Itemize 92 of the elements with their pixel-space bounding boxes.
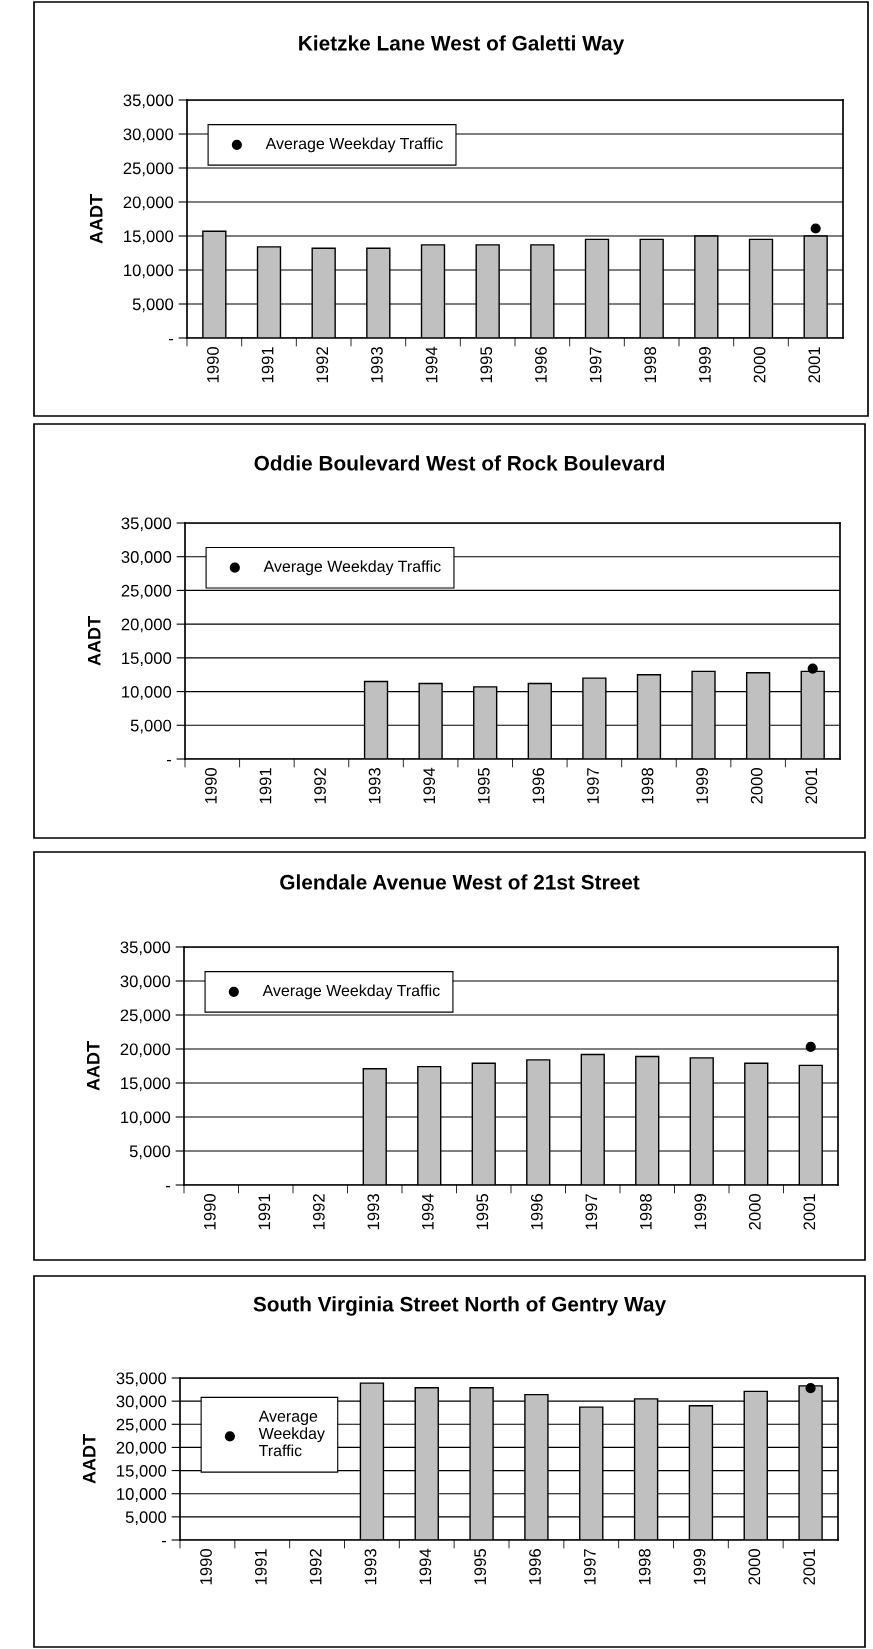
x-tick-label: 1998 xyxy=(641,768,654,804)
y-axis-title: AADT xyxy=(90,194,103,244)
y-tick-label: 10,000 xyxy=(124,264,174,279)
x-tick-label: 2001 xyxy=(805,768,818,804)
y-tick-label: 35,000 xyxy=(116,1372,167,1387)
x-tick-label: 1993 xyxy=(368,768,381,804)
x-tick-label: 1999 xyxy=(696,768,709,804)
x-tick-label: 1999 xyxy=(694,1194,707,1230)
x-tick-label: 1993 xyxy=(367,1194,380,1230)
x-tick-label: 1991 xyxy=(258,1194,271,1230)
x-tick-label: 1997 xyxy=(585,1194,598,1230)
y-tick-label: 5,000 xyxy=(129,1145,171,1160)
x-tick-label: 1993 xyxy=(364,1549,377,1585)
x-tick-label: 2000 xyxy=(748,1548,761,1585)
x-tick-label: 1999 xyxy=(699,347,711,383)
chart-title: Kietzke Lane West of Galetti Way xyxy=(299,35,625,55)
y-tick-label: 10,000 xyxy=(117,1488,167,1502)
x-tick-label: 1991 xyxy=(259,768,272,804)
y-tick-label: 20,000 xyxy=(116,1441,167,1456)
x-tick-label: 1995 xyxy=(477,768,490,804)
y-tick-label: 15,000 xyxy=(117,1464,167,1479)
y-tick-label: 10,000 xyxy=(121,1111,171,1126)
y-tick-label: 20,000 xyxy=(121,618,172,633)
x-tick-label: 2000 xyxy=(753,346,766,383)
y-tick-label: 15,000 xyxy=(124,230,174,245)
x-tick-label: 1993 xyxy=(371,347,383,383)
x-tick-label: 2001 xyxy=(803,1549,816,1585)
x-tick-label: 1998 xyxy=(638,1549,651,1585)
x-tick-label: 1997 xyxy=(583,1549,596,1585)
legend-label: Average Weekday Traffic xyxy=(265,137,443,153)
x-tick-label: 1999 xyxy=(693,1549,706,1585)
x-tick-label: 1995 xyxy=(476,1194,489,1230)
x-tick-label: 1990 xyxy=(203,1193,216,1230)
chart-title: Glendale Avenue West of 21st Street xyxy=(280,874,640,890)
y-tick-label: - xyxy=(166,1185,171,1188)
y-tick-label: 35,000 xyxy=(121,517,172,532)
y-tick-label: 30,000 xyxy=(120,975,171,990)
y-tick-label: 30,000 xyxy=(123,128,174,143)
chart-title: South Virginia Street North of Gentry Way xyxy=(253,1296,667,1316)
x-tick-label: 1994 xyxy=(419,1548,432,1585)
y-tick-label: 15,000 xyxy=(122,652,172,667)
x-tick-label: 1996 xyxy=(529,1549,541,1585)
x-tick-label: 1990 xyxy=(204,767,217,804)
x-tick-label: 1991 xyxy=(261,347,274,383)
x-tick-label: 1998 xyxy=(639,1194,652,1230)
y-tick-label: 5,000 xyxy=(130,719,172,734)
x-tick-label: 1997 xyxy=(589,347,602,383)
x-tick-label: 1997 xyxy=(587,768,599,804)
x-tick-label: 2001 xyxy=(803,1194,816,1230)
x-tick-label: 1995 xyxy=(474,1549,487,1585)
y-tick-label: 10,000 xyxy=(122,685,172,700)
x-tick-label: 1990 xyxy=(200,1548,212,1585)
x-tick-label: 1998 xyxy=(644,347,657,383)
y-tick-label: 35,000 xyxy=(123,94,174,109)
y-tick-label: 25,000 xyxy=(120,1009,171,1024)
y-axis-title: AADT xyxy=(83,1434,96,1484)
x-tick-label: 2000 xyxy=(750,767,763,804)
x-tick-label: 2000 xyxy=(748,1193,761,1230)
x-tick-label: 1994 xyxy=(421,1193,434,1230)
x-tick-label: 1996 xyxy=(535,347,547,383)
y-tick-label: 20,000 xyxy=(120,1043,171,1058)
y-tick-label: - xyxy=(167,759,172,762)
y-tick-label: 5,000 xyxy=(125,1511,167,1526)
y-tick-label: 35,000 xyxy=(120,941,171,956)
legend-label: Average Weekday Traffic xyxy=(258,1410,325,1457)
legend-label: Average Weekday Traffic xyxy=(263,560,441,576)
x-tick-label: 1992 xyxy=(314,768,326,804)
x-tick-label: 1992 xyxy=(312,1194,325,1230)
y-tick-label: 25,000 xyxy=(123,162,174,177)
x-tick-label: 1995 xyxy=(480,347,493,383)
legend-label: Average Weekday Traffic xyxy=(262,984,440,1000)
x-tick-label: 1991 xyxy=(254,1549,267,1585)
y-tick-label: 5,000 xyxy=(132,298,174,313)
chart-title: Oddie Boulevard West of Rock Boulevard xyxy=(254,455,665,471)
x-tick-label: 1992 xyxy=(316,347,329,383)
x-tick-label: 1992 xyxy=(309,1549,322,1585)
y-tick-label: - xyxy=(169,338,174,341)
y-axis-title: AADT xyxy=(88,616,101,666)
x-tick-label: 1996 xyxy=(532,768,545,804)
x-tick-label: 1994 xyxy=(423,767,436,804)
y-tick-label: 20,000 xyxy=(123,196,174,211)
y-tick-label: 30,000 xyxy=(116,1395,167,1410)
x-tick-label: 1996 xyxy=(530,1194,543,1230)
y-tick-label: 15,000 xyxy=(121,1077,171,1092)
y-tick-label: 30,000 xyxy=(121,551,172,565)
y-tick-label: 25,000 xyxy=(116,1418,167,1433)
y-axis-title: AADT xyxy=(87,1041,100,1091)
y-tick-label: 25,000 xyxy=(121,584,172,599)
x-tick-label: 1990 xyxy=(207,346,219,383)
x-tick-label: 1994 xyxy=(425,346,438,383)
x-tick-label: 2001 xyxy=(808,347,821,383)
y-tick-label: - xyxy=(162,1540,167,1543)
